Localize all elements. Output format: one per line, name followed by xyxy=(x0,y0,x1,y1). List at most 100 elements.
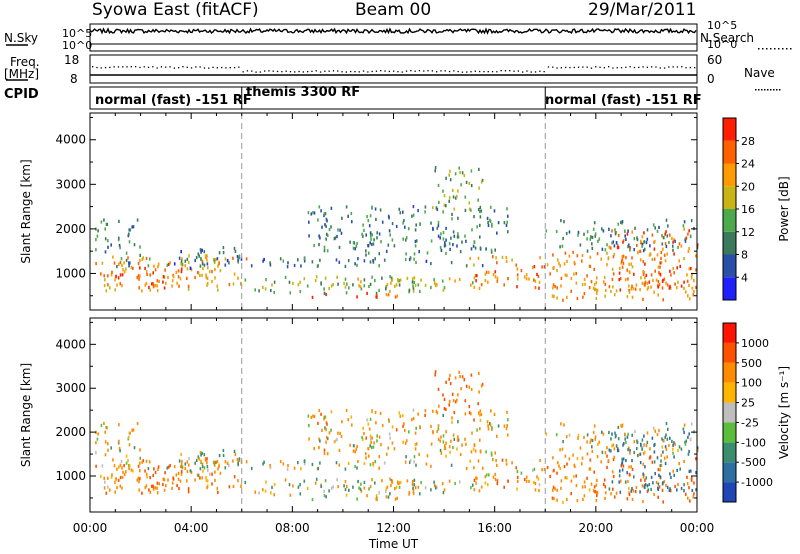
power-cell xyxy=(563,220,565,224)
power-cell xyxy=(667,224,669,228)
velocity-cell xyxy=(194,461,196,465)
power-cell xyxy=(385,293,388,297)
power-cell xyxy=(347,214,349,218)
power-cell xyxy=(436,283,438,287)
power-cell xyxy=(662,247,664,251)
velocity-cell xyxy=(358,486,360,490)
power-cell xyxy=(661,242,664,246)
power-cell xyxy=(631,284,633,288)
velocity-cell xyxy=(273,493,275,497)
power-cell xyxy=(130,265,133,269)
velocity-cell xyxy=(362,437,364,441)
power-cell xyxy=(631,256,633,260)
nave-point xyxy=(190,67,193,69)
power-cell xyxy=(406,276,409,280)
nave-point xyxy=(397,71,399,73)
velocity-cell xyxy=(324,415,327,419)
power-cell xyxy=(453,207,456,211)
nave-point xyxy=(681,66,683,68)
nave-point xyxy=(405,70,408,72)
velocity-cell xyxy=(121,466,123,470)
power-cell xyxy=(385,249,388,253)
power-cell xyxy=(564,251,567,255)
power-cell xyxy=(461,171,464,175)
nave-point xyxy=(238,66,240,68)
nave-point xyxy=(358,71,360,73)
velocity-cell xyxy=(413,483,416,487)
velocity-cell xyxy=(442,393,444,397)
velocity-cell xyxy=(336,478,338,482)
velocity-cell xyxy=(618,474,621,478)
velocity-cell xyxy=(315,477,318,481)
velocity-cell xyxy=(369,485,372,489)
power-cell xyxy=(449,169,451,173)
power-cell xyxy=(188,254,190,258)
velocity-cell xyxy=(359,487,362,491)
nave-point xyxy=(487,71,489,73)
velocity-cell xyxy=(660,463,663,467)
nave-point xyxy=(496,71,498,73)
power-cell xyxy=(129,228,131,232)
velocity-cell xyxy=(577,436,579,440)
nsearch-legend-dot xyxy=(778,48,780,50)
velocity-cell xyxy=(356,444,358,448)
power-cell xyxy=(589,264,592,268)
power-cell xyxy=(180,259,183,263)
velocity-cell xyxy=(577,434,580,438)
velocity-cell xyxy=(374,410,377,415)
power-cell xyxy=(320,209,322,213)
velocity-cell xyxy=(156,481,159,485)
velocity-cell xyxy=(586,452,589,456)
velocity-cell xyxy=(104,430,106,434)
nsearch-legend-dot xyxy=(762,48,764,50)
power-cell xyxy=(612,285,614,289)
power-cell xyxy=(470,169,473,173)
power-y-tick-label: 2000 xyxy=(55,222,86,236)
velocity-cell xyxy=(643,450,646,454)
velocity-cell xyxy=(190,470,193,474)
power-cell xyxy=(459,170,461,175)
power-cell xyxy=(597,239,599,243)
power-cell xyxy=(648,253,651,257)
velocity-cell xyxy=(355,447,358,451)
power-cell xyxy=(560,219,562,223)
power-cell xyxy=(657,285,660,289)
power-cell xyxy=(415,239,418,243)
power-cell xyxy=(152,282,154,286)
velocity-cell xyxy=(677,448,679,452)
velocity-cell xyxy=(443,407,446,411)
velocity-cell xyxy=(430,488,432,492)
velocity-cell xyxy=(199,451,202,455)
velocity-cell xyxy=(611,432,613,436)
power-cell xyxy=(570,289,572,293)
power-cell xyxy=(503,221,506,225)
velocity-cell xyxy=(184,466,186,470)
power-cell xyxy=(436,226,439,230)
power-cell xyxy=(630,262,632,266)
power-cell xyxy=(479,246,482,250)
nave-point xyxy=(620,67,623,69)
nave-point xyxy=(212,66,214,68)
velocity-cell xyxy=(638,452,641,456)
power-cell xyxy=(666,252,668,256)
power-cell xyxy=(414,283,417,287)
power-cell xyxy=(200,257,202,261)
velocity-cell xyxy=(575,484,578,488)
power-cell xyxy=(573,272,575,276)
nave-point xyxy=(259,71,261,73)
power-cell xyxy=(413,257,415,261)
velocity-cell xyxy=(673,441,675,445)
power-cell xyxy=(481,178,484,182)
velocity-cell xyxy=(139,461,141,465)
velocity-cell xyxy=(478,413,481,417)
power-cell xyxy=(397,278,399,282)
velocity-cell xyxy=(201,462,204,466)
velocity-cell xyxy=(206,486,208,490)
power-cell xyxy=(139,274,141,278)
power-cell xyxy=(596,291,598,295)
power-cell xyxy=(615,241,618,245)
power-cell xyxy=(696,243,699,247)
velocity-cell xyxy=(627,479,629,484)
velocity-colorbar-swatch xyxy=(723,342,736,363)
velocity-cell xyxy=(621,462,623,466)
